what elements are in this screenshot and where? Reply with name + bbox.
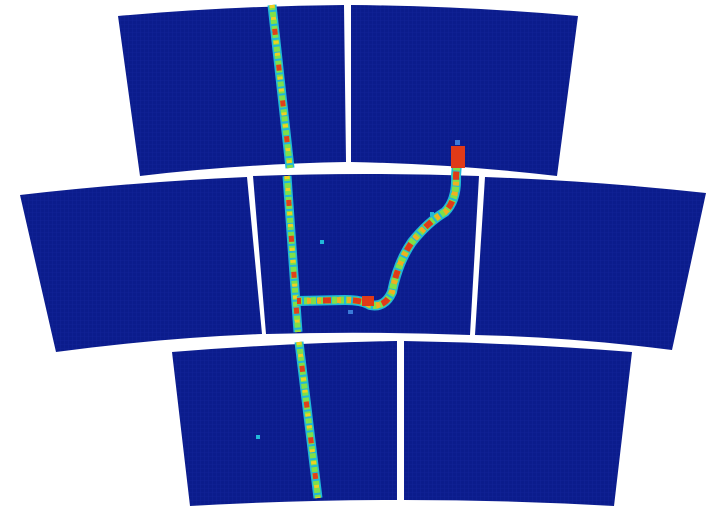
page — [0, 0, 726, 511]
event-display — [0, 0, 726, 511]
detector-panel — [118, 5, 346, 176]
detector-panel — [475, 177, 706, 350]
hit-cluster — [362, 296, 374, 306]
hit-cluster — [451, 146, 465, 168]
detector-panel — [172, 341, 397, 506]
detector-panel — [404, 341, 632, 506]
detector-panel — [20, 177, 262, 352]
